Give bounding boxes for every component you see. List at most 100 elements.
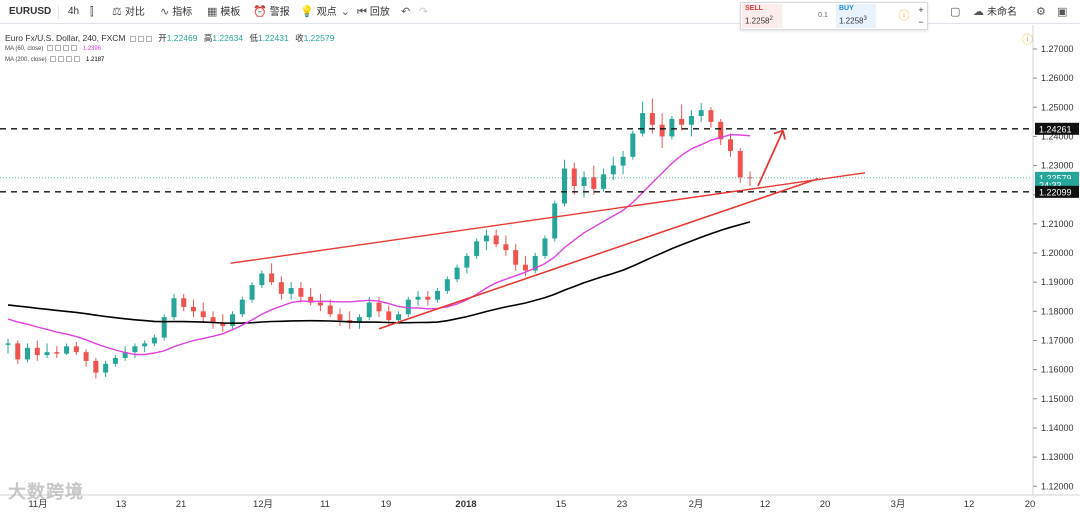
price-label-text: 1.22099 xyxy=(1039,187,1072,197)
settings-button[interactable]: ⚙ xyxy=(1036,0,1049,24)
candle-body xyxy=(366,302,372,318)
time-tick-label: 11月 xyxy=(28,499,47,510)
symbol-search-button[interactable]: EURUSD xyxy=(9,6,52,17)
watermark: 大数跨境 xyxy=(8,482,84,503)
time-tick-label: 2018 xyxy=(455,499,476,510)
minus-button[interactable]: − xyxy=(918,17,924,27)
candle-body xyxy=(708,110,714,122)
candle-body xyxy=(34,347,40,356)
settings-icon[interactable] xyxy=(55,45,62,52)
replay-button[interactable]: ⏮ 回放 xyxy=(357,0,390,24)
ma200-line xyxy=(7,221,751,325)
info-icon[interactable]: ⓘ xyxy=(898,10,910,22)
spread-value: 0.1 xyxy=(818,12,828,19)
candle-body xyxy=(454,267,460,280)
more-icon[interactable] xyxy=(145,35,152,42)
price-tick-label: 1.20000 xyxy=(1041,248,1074,258)
candle-body xyxy=(220,322,226,326)
candle-body xyxy=(415,296,421,300)
candle-body xyxy=(601,174,607,189)
price-tick-label: 1.21000 xyxy=(1041,219,1074,229)
price-tick-label: 1.14000 xyxy=(1041,423,1074,433)
trendline xyxy=(230,172,866,264)
time-tick-label: 2月 xyxy=(689,499,704,510)
candle-body xyxy=(5,343,11,345)
chevron-down-icon: ⌄ xyxy=(340,5,350,18)
price-tick-label: 1.25000 xyxy=(1041,102,1074,112)
close-icon[interactable] xyxy=(66,56,73,63)
ma60-line xyxy=(7,133,751,356)
warning-icon[interactable]: ⓘ xyxy=(1022,34,1033,46)
buy-button[interactable]: BUY 1.22583 xyxy=(836,4,876,28)
more-icon[interactable] xyxy=(74,56,81,63)
time-tick-label: 12 xyxy=(964,499,975,510)
candle-body xyxy=(356,317,362,323)
ma60-value: 1.2396 xyxy=(82,46,102,52)
up-arrow-head xyxy=(773,129,786,140)
candle-body xyxy=(425,296,431,300)
candle-body xyxy=(288,288,294,294)
replay-label: 回放 xyxy=(369,7,390,18)
ma60-label[interactable]: MA (60, close) xyxy=(5,46,44,52)
candle-body xyxy=(298,288,304,297)
candle-body xyxy=(698,110,704,117)
candle-body xyxy=(239,299,245,315)
redo-button[interactable]: ↷ xyxy=(419,0,431,24)
snapshot-button[interactable]: ▣ xyxy=(1057,0,1070,24)
candle-body xyxy=(64,346,70,354)
candle-body xyxy=(464,255,470,268)
ma200-label[interactable]: MA (200, close) xyxy=(5,57,47,63)
plus-button[interactable]: + xyxy=(918,5,924,15)
ideas-button[interactable]: 💡 观点 ⌄ xyxy=(300,0,353,24)
sell-label: SELL xyxy=(745,5,763,12)
compare-button[interactable]: ⚖ 对比 xyxy=(112,0,145,24)
price-tick-label: 1.27000 xyxy=(1041,44,1074,54)
candle-body xyxy=(269,273,275,283)
templates-icon: ▦ xyxy=(207,5,218,18)
alert-button[interactable]: ⏰ 警报 xyxy=(253,0,290,24)
settings-icon[interactable] xyxy=(58,56,65,63)
settings-icon[interactable] xyxy=(137,35,144,42)
high-value: 1.22634 xyxy=(212,33,244,43)
candle-body xyxy=(396,314,402,321)
more-icon[interactable] xyxy=(71,45,78,52)
sell-button[interactable]: SELL 1.22582 xyxy=(742,4,782,28)
candle-body xyxy=(83,352,89,361)
layout-button[interactable]: ☁ 未命名 xyxy=(973,0,1017,24)
cloud-icon: ☁ xyxy=(973,5,984,18)
candle-style-button[interactable]: ⫿ xyxy=(90,0,97,24)
alarm-clock-icon: ⏰ xyxy=(253,5,267,18)
candle-body xyxy=(405,299,411,315)
camera-icon: ▣ xyxy=(1057,5,1068,18)
drawings-layer xyxy=(0,128,1032,330)
candle-body xyxy=(513,250,519,265)
indicators-button[interactable]: ∿ 指标 xyxy=(160,0,192,24)
price-tick-label: 1.12000 xyxy=(1041,481,1074,491)
buy-price: 1.22583 xyxy=(839,16,867,26)
interval-button[interactable]: 4h xyxy=(68,6,80,17)
redo-icon: ↷ xyxy=(419,5,429,18)
time-tick-label: 15 xyxy=(556,499,567,510)
eye-icon[interactable] xyxy=(47,45,54,52)
candle-body xyxy=(122,352,128,358)
fullscreen-button[interactable]: ▢ xyxy=(950,0,963,24)
indicators-label: 指标 xyxy=(172,7,193,18)
candle-body xyxy=(337,314,343,321)
legend-title[interactable]: Euro Fx/U.S. Dollar, 240, FXCM xyxy=(5,33,126,43)
eye-icon[interactable] xyxy=(129,35,136,42)
legend-ma200-row: MA (200, close) 1.2187 xyxy=(5,55,334,66)
candle-body xyxy=(581,177,587,186)
candles-icon: ⫿ xyxy=(90,5,94,18)
candle-body xyxy=(132,346,138,353)
candle-body xyxy=(191,306,196,312)
close-icon[interactable] xyxy=(63,45,70,52)
templates-button[interactable]: ▦ 模板 xyxy=(207,0,240,24)
price-tick-label: 1.26000 xyxy=(1041,73,1074,83)
eye-icon[interactable] xyxy=(50,56,57,63)
close-label: 收 xyxy=(295,33,304,43)
undo-button[interactable]: ↶ xyxy=(401,0,413,24)
candle-body xyxy=(532,255,538,271)
ma200-value: 1.2187 xyxy=(86,57,105,63)
price-label-text: 1.24261 xyxy=(1039,124,1072,134)
